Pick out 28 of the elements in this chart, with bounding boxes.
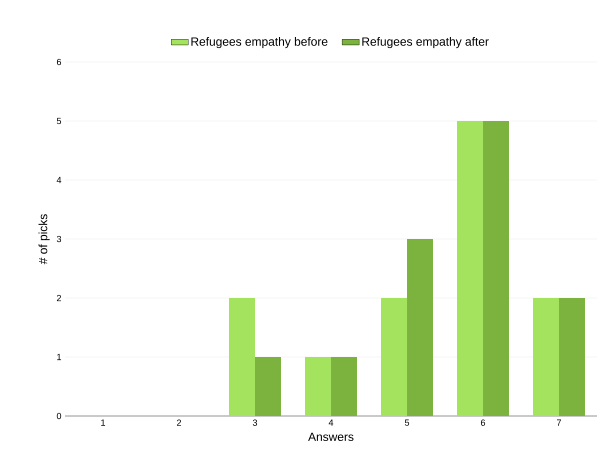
x-tick-label: 6: [480, 420, 486, 426]
legend-label: Refugees empathy after: [362, 37, 489, 48]
x-tick-label: 7: [556, 420, 562, 426]
bar: [331, 357, 358, 416]
bar: [407, 239, 434, 416]
legend-label: Refugees empathy before: [191, 37, 328, 48]
y-tick-label: 0: [56, 412, 62, 420]
bar: [533, 298, 560, 416]
x-tick-label: 5: [404, 420, 410, 426]
bar: [559, 298, 586, 416]
y-tick-label: 4: [56, 176, 62, 184]
y-tick-label: 1: [57, 354, 62, 360]
y-tick-label: 6: [56, 58, 62, 66]
x-tick-label: 1: [101, 420, 106, 426]
x-tick-label: 3: [252, 420, 258, 426]
y-axis-title: # of picks: [38, 214, 50, 264]
x-tick-label: 4: [328, 420, 334, 426]
x-tick-label: 2: [176, 420, 182, 426]
x-axis-title: Answers: [308, 432, 354, 442]
y-tick-label: 5: [56, 118, 62, 124]
bar: [381, 298, 408, 416]
y-tick-label: 3: [56, 236, 62, 242]
bar: [483, 120, 510, 416]
bar: [229, 298, 255, 416]
bar: [255, 357, 282, 416]
y-tick-label: 2: [56, 294, 62, 302]
bar: [457, 120, 484, 416]
bar: [305, 357, 332, 416]
